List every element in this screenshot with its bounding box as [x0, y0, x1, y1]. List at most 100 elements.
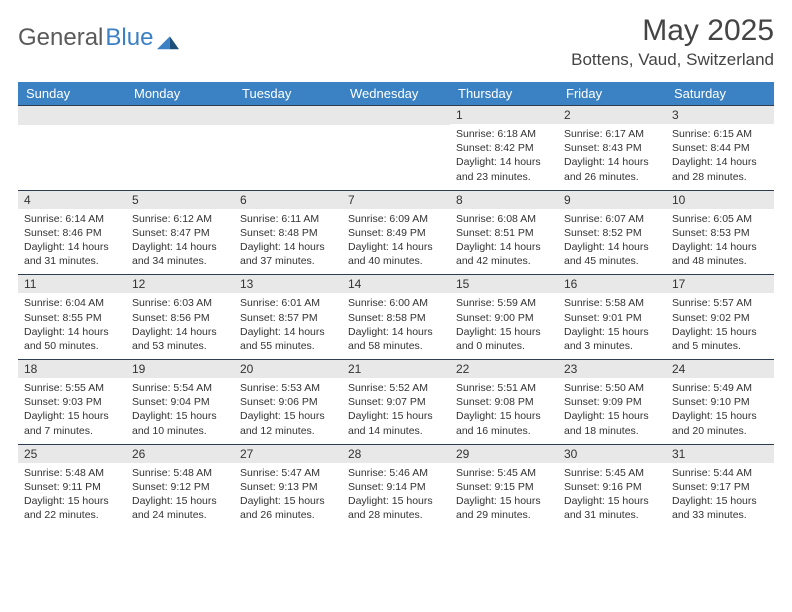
- day-6: 6Sunrise: 6:11 AMSunset: 8:48 PMDaylight…: [234, 190, 342, 275]
- day-number: 4: [18, 190, 126, 209]
- day-31: 31Sunrise: 5:44 AMSunset: 9:17 PMDayligh…: [666, 444, 774, 529]
- day-28: 28Sunrise: 5:46 AMSunset: 9:14 PMDayligh…: [342, 444, 450, 529]
- day-number: 2: [558, 105, 666, 124]
- day-3: 3Sunrise: 6:15 AMSunset: 8:44 PMDaylight…: [666, 105, 774, 190]
- day-details: Sunrise: 6:05 AMSunset: 8:53 PMDaylight:…: [666, 209, 774, 275]
- header: GeneralBlue May 2025 Bottens, Vaud, Swit…: [18, 14, 774, 70]
- empty-day: [18, 105, 126, 190]
- week-row: 25Sunrise: 5:48 AMSunset: 9:11 PMDayligh…: [18, 444, 774, 529]
- day-19: 19Sunrise: 5:54 AMSunset: 9:04 PMDayligh…: [126, 359, 234, 444]
- day-number: 18: [18, 359, 126, 378]
- day-details: Sunrise: 5:55 AMSunset: 9:03 PMDaylight:…: [18, 378, 126, 444]
- weekday-wednesday: Wednesday: [342, 82, 450, 105]
- day-9: 9Sunrise: 6:07 AMSunset: 8:52 PMDaylight…: [558, 190, 666, 275]
- day-25: 25Sunrise: 5:48 AMSunset: 9:11 PMDayligh…: [18, 444, 126, 529]
- day-number: 19: [126, 359, 234, 378]
- day-details: Sunrise: 6:04 AMSunset: 8:55 PMDaylight:…: [18, 293, 126, 359]
- day-details: Sunrise: 5:48 AMSunset: 9:11 PMDaylight:…: [18, 463, 126, 529]
- empty-bar: [234, 105, 342, 125]
- day-16: 16Sunrise: 5:58 AMSunset: 9:01 PMDayligh…: [558, 274, 666, 359]
- day-2: 2Sunrise: 6:17 AMSunset: 8:43 PMDaylight…: [558, 105, 666, 190]
- day-details: Sunrise: 6:07 AMSunset: 8:52 PMDaylight:…: [558, 209, 666, 275]
- day-13: 13Sunrise: 6:01 AMSunset: 8:57 PMDayligh…: [234, 274, 342, 359]
- month-title: May 2025: [571, 14, 774, 48]
- day-details: Sunrise: 5:59 AMSunset: 9:00 PMDaylight:…: [450, 293, 558, 359]
- empty-day: [342, 105, 450, 190]
- day-12: 12Sunrise: 6:03 AMSunset: 8:56 PMDayligh…: [126, 274, 234, 359]
- day-number: 11: [18, 274, 126, 293]
- brand-triangle-icon: [157, 29, 179, 47]
- day-number: 8: [450, 190, 558, 209]
- day-27: 27Sunrise: 5:47 AMSunset: 9:13 PMDayligh…: [234, 444, 342, 529]
- day-21: 21Sunrise: 5:52 AMSunset: 9:07 PMDayligh…: [342, 359, 450, 444]
- day-details: Sunrise: 5:49 AMSunset: 9:10 PMDaylight:…: [666, 378, 774, 444]
- day-number: 20: [234, 359, 342, 378]
- weekday-row: SundayMondayTuesdayWednesdayThursdayFrid…: [18, 82, 774, 105]
- day-number: 21: [342, 359, 450, 378]
- day-30: 30Sunrise: 5:45 AMSunset: 9:16 PMDayligh…: [558, 444, 666, 529]
- brand-blue: Blue: [105, 24, 153, 52]
- day-number: 16: [558, 274, 666, 293]
- day-number: 27: [234, 444, 342, 463]
- day-23: 23Sunrise: 5:50 AMSunset: 9:09 PMDayligh…: [558, 359, 666, 444]
- day-11: 11Sunrise: 6:04 AMSunset: 8:55 PMDayligh…: [18, 274, 126, 359]
- day-26: 26Sunrise: 5:48 AMSunset: 9:12 PMDayligh…: [126, 444, 234, 529]
- weekday-saturday: Saturday: [666, 82, 774, 105]
- brand-logo: GeneralBlue: [18, 14, 179, 52]
- empty-day: [126, 105, 234, 190]
- day-number: 17: [666, 274, 774, 293]
- day-details: Sunrise: 5:46 AMSunset: 9:14 PMDaylight:…: [342, 463, 450, 529]
- week-row: 11Sunrise: 6:04 AMSunset: 8:55 PMDayligh…: [18, 274, 774, 359]
- day-details: Sunrise: 6:18 AMSunset: 8:42 PMDaylight:…: [450, 124, 558, 190]
- day-details: Sunrise: 5:45 AMSunset: 9:15 PMDaylight:…: [450, 463, 558, 529]
- day-number: 13: [234, 274, 342, 293]
- day-18: 18Sunrise: 5:55 AMSunset: 9:03 PMDayligh…: [18, 359, 126, 444]
- day-details: Sunrise: 6:09 AMSunset: 8:49 PMDaylight:…: [342, 209, 450, 275]
- day-details: Sunrise: 6:11 AMSunset: 8:48 PMDaylight:…: [234, 209, 342, 275]
- day-details: Sunrise: 6:01 AMSunset: 8:57 PMDaylight:…: [234, 293, 342, 359]
- day-details: Sunrise: 6:17 AMSunset: 8:43 PMDaylight:…: [558, 124, 666, 190]
- empty-bar: [342, 105, 450, 125]
- day-15: 15Sunrise: 5:59 AMSunset: 9:00 PMDayligh…: [450, 274, 558, 359]
- day-14: 14Sunrise: 6:00 AMSunset: 8:58 PMDayligh…: [342, 274, 450, 359]
- day-17: 17Sunrise: 5:57 AMSunset: 9:02 PMDayligh…: [666, 274, 774, 359]
- weekday-sunday: Sunday: [18, 82, 126, 105]
- day-number: 30: [558, 444, 666, 463]
- week-row: 1Sunrise: 6:18 AMSunset: 8:42 PMDaylight…: [18, 105, 774, 190]
- day-details: Sunrise: 5:48 AMSunset: 9:12 PMDaylight:…: [126, 463, 234, 529]
- title-block: May 2025 Bottens, Vaud, Switzerland: [571, 14, 774, 70]
- day-details: Sunrise: 5:54 AMSunset: 9:04 PMDaylight:…: [126, 378, 234, 444]
- calendar: SundayMondayTuesdayWednesdayThursdayFrid…: [18, 82, 774, 528]
- calendar-body: 1Sunrise: 6:18 AMSunset: 8:42 PMDaylight…: [18, 105, 774, 528]
- day-number: 12: [126, 274, 234, 293]
- day-number: 22: [450, 359, 558, 378]
- day-details: Sunrise: 5:50 AMSunset: 9:09 PMDaylight:…: [558, 378, 666, 444]
- day-number: 7: [342, 190, 450, 209]
- weekday-tuesday: Tuesday: [234, 82, 342, 105]
- empty-bar: [18, 105, 126, 125]
- day-details: Sunrise: 6:03 AMSunset: 8:56 PMDaylight:…: [126, 293, 234, 359]
- day-details: Sunrise: 5:58 AMSunset: 9:01 PMDaylight:…: [558, 293, 666, 359]
- day-number: 25: [18, 444, 126, 463]
- day-details: Sunrise: 6:14 AMSunset: 8:46 PMDaylight:…: [18, 209, 126, 275]
- weekday-friday: Friday: [558, 82, 666, 105]
- day-7: 7Sunrise: 6:09 AMSunset: 8:49 PMDaylight…: [342, 190, 450, 275]
- brand-general: General: [18, 24, 103, 52]
- day-number: 28: [342, 444, 450, 463]
- day-details: Sunrise: 5:51 AMSunset: 9:08 PMDaylight:…: [450, 378, 558, 444]
- day-number: 14: [342, 274, 450, 293]
- day-details: Sunrise: 5:53 AMSunset: 9:06 PMDaylight:…: [234, 378, 342, 444]
- day-8: 8Sunrise: 6:08 AMSunset: 8:51 PMDaylight…: [450, 190, 558, 275]
- day-number: 23: [558, 359, 666, 378]
- day-details: Sunrise: 5:52 AMSunset: 9:07 PMDaylight:…: [342, 378, 450, 444]
- day-29: 29Sunrise: 5:45 AMSunset: 9:15 PMDayligh…: [450, 444, 558, 529]
- day-details: Sunrise: 6:08 AMSunset: 8:51 PMDaylight:…: [450, 209, 558, 275]
- day-number: 15: [450, 274, 558, 293]
- day-details: Sunrise: 6:12 AMSunset: 8:47 PMDaylight:…: [126, 209, 234, 275]
- day-4: 4Sunrise: 6:14 AMSunset: 8:46 PMDaylight…: [18, 190, 126, 275]
- day-number: 6: [234, 190, 342, 209]
- empty-day: [234, 105, 342, 190]
- day-24: 24Sunrise: 5:49 AMSunset: 9:10 PMDayligh…: [666, 359, 774, 444]
- weekday-thursday: Thursday: [450, 82, 558, 105]
- day-number: 3: [666, 105, 774, 124]
